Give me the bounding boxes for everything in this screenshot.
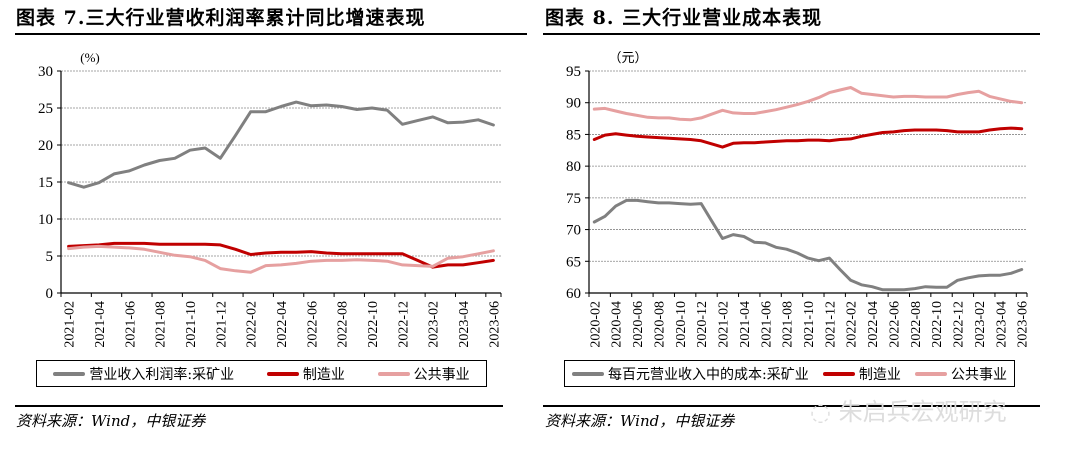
legend-swatch xyxy=(266,371,299,376)
legend-swatch xyxy=(822,371,855,376)
x-tick-label: 2020-12 xyxy=(695,301,710,348)
y-tick-label: 10 xyxy=(38,212,53,228)
x-tick-label: 2021-08 xyxy=(154,301,169,348)
x-tick-label: 2021-02 xyxy=(717,301,732,348)
y-tick-label: 90 xyxy=(566,96,581,112)
y-tick-label: 30 xyxy=(38,64,53,80)
x-tick-label: 2022-10 xyxy=(930,301,945,348)
y-tick-label: 0 xyxy=(46,286,54,302)
x-tick-label: 2021-10 xyxy=(184,301,199,348)
legend-label: 公共事业 xyxy=(950,366,1007,383)
x-tick-label: 2023-04 xyxy=(457,301,472,348)
watermark-logo: ◌ 朱启兵宏观研究 xyxy=(810,398,1007,426)
y-tick-label: 25 xyxy=(38,101,53,117)
series-line-2 xyxy=(67,244,495,274)
chart-title-left: 图表 7.三大行业营收利润率累计同比增速表现 xyxy=(16,7,426,29)
series-line-1 xyxy=(592,126,1024,149)
x-tick-label: 2021-04 xyxy=(738,301,753,348)
x-tick-label: 2021-10 xyxy=(802,301,817,348)
x-tick-label: 2020-04 xyxy=(610,301,625,348)
source-note-left: 资料来源：Wind，中银证券 xyxy=(16,412,206,430)
x-tick-label: 2022-02 xyxy=(845,301,860,348)
x-tick-label: 2022-08 xyxy=(336,301,351,348)
x-tick-label: 2021-02 xyxy=(63,301,78,348)
x-tick-label: 2020-06 xyxy=(631,301,646,348)
x-tick-label: 2021-08 xyxy=(781,301,796,348)
legend-item-utilities: 公共事业 xyxy=(377,364,470,384)
legend-label: 制造业 xyxy=(302,366,345,383)
y-tick-label: 60 xyxy=(566,286,581,302)
y-tick-label: 20 xyxy=(38,138,53,154)
legend-item-manufacturing: 制造业 xyxy=(266,364,345,384)
x-tick-label: 2023-02 xyxy=(973,301,988,348)
x-tick-label: 2022-06 xyxy=(305,301,320,348)
y-tick-label: 5 xyxy=(46,249,54,265)
series-line-2 xyxy=(592,86,1024,122)
legend-left: 营业收入利润率:采矿业 制造业 公共事业 xyxy=(36,360,487,387)
y-tick-label: 95 xyxy=(566,64,581,80)
legend-label: 每百元营业收入中的成本:采矿业 xyxy=(608,366,809,383)
legend-label: 公共事业 xyxy=(413,366,470,383)
legend-item-mining: 营业收入利润率:采矿业 xyxy=(53,364,234,384)
title-rule-right xyxy=(543,33,1040,35)
y-tick-label: 15 xyxy=(38,175,53,191)
x-tick-label: 2022-04 xyxy=(275,301,290,348)
y-tick-label: 75 xyxy=(566,191,581,207)
x-tick-label: 2023-04 xyxy=(994,301,1009,348)
x-tick-label: 2020-10 xyxy=(674,301,689,348)
x-tick-label: 2021-06 xyxy=(123,301,138,348)
legend-swatch xyxy=(572,371,605,376)
x-tick-label: 2020-02 xyxy=(588,301,603,348)
footer-rule-right xyxy=(543,405,1040,407)
x-tick-label: 2021-12 xyxy=(214,301,229,348)
legend-swatch xyxy=(53,371,86,376)
series-line-1 xyxy=(67,241,495,269)
series-line-0 xyxy=(67,100,495,189)
x-tick-label: 2023-02 xyxy=(427,301,442,348)
legend-item-utilities: 公共事业 xyxy=(914,364,1007,384)
x-tick-label: 2022-12 xyxy=(396,301,411,348)
legend-swatch xyxy=(377,371,410,376)
x-tick-label: 2023-06 xyxy=(1016,301,1031,348)
footer-rule-left xyxy=(15,405,503,407)
x-tick-label: 2022-10 xyxy=(366,301,381,348)
source-note-right: 资料来源：Wind，中银证券 xyxy=(545,412,735,430)
y-tick-label: 70 xyxy=(566,223,581,239)
series-line-0 xyxy=(592,198,1024,292)
y-tick-label: 80 xyxy=(566,159,581,175)
legend-swatch xyxy=(914,371,947,376)
x-tick-label: 2022-06 xyxy=(887,301,902,348)
x-tick-label: 2022-08 xyxy=(909,301,924,348)
legend-label: 制造业 xyxy=(858,366,901,383)
legend-label: 营业收入利润率:采矿业 xyxy=(89,366,235,383)
y-tick-label: 65 xyxy=(566,254,581,270)
x-tick-label: 2022-12 xyxy=(952,301,967,348)
x-tick-label: 2020-08 xyxy=(652,301,667,348)
y-tick-label: 85 xyxy=(566,127,581,143)
x-tick-label: 2022-04 xyxy=(866,301,881,348)
title-rule-left xyxy=(15,33,527,35)
unit-label: (%) xyxy=(80,50,100,65)
unit-label: （元） xyxy=(608,50,647,65)
legend-item-manufacturing: 制造业 xyxy=(822,364,901,384)
x-tick-label: 2021-06 xyxy=(759,301,774,348)
x-tick-label: 2022-02 xyxy=(245,301,260,348)
chart-title-right: 图表 8. 三大行业营业成本表现 xyxy=(545,7,823,29)
x-tick-label: 2023-06 xyxy=(487,301,502,348)
x-tick-label: 2021-04 xyxy=(93,301,108,348)
x-tick-label: 2021-12 xyxy=(823,301,838,348)
watermark-text: 朱启兵宏观研究 xyxy=(838,398,1007,426)
legend-item-mining: 每百元营业收入中的成本:采矿业 xyxy=(572,364,809,384)
legend-right: 每百元营业收入中的成本:采矿业 制造业 公共事业 xyxy=(564,360,1015,387)
